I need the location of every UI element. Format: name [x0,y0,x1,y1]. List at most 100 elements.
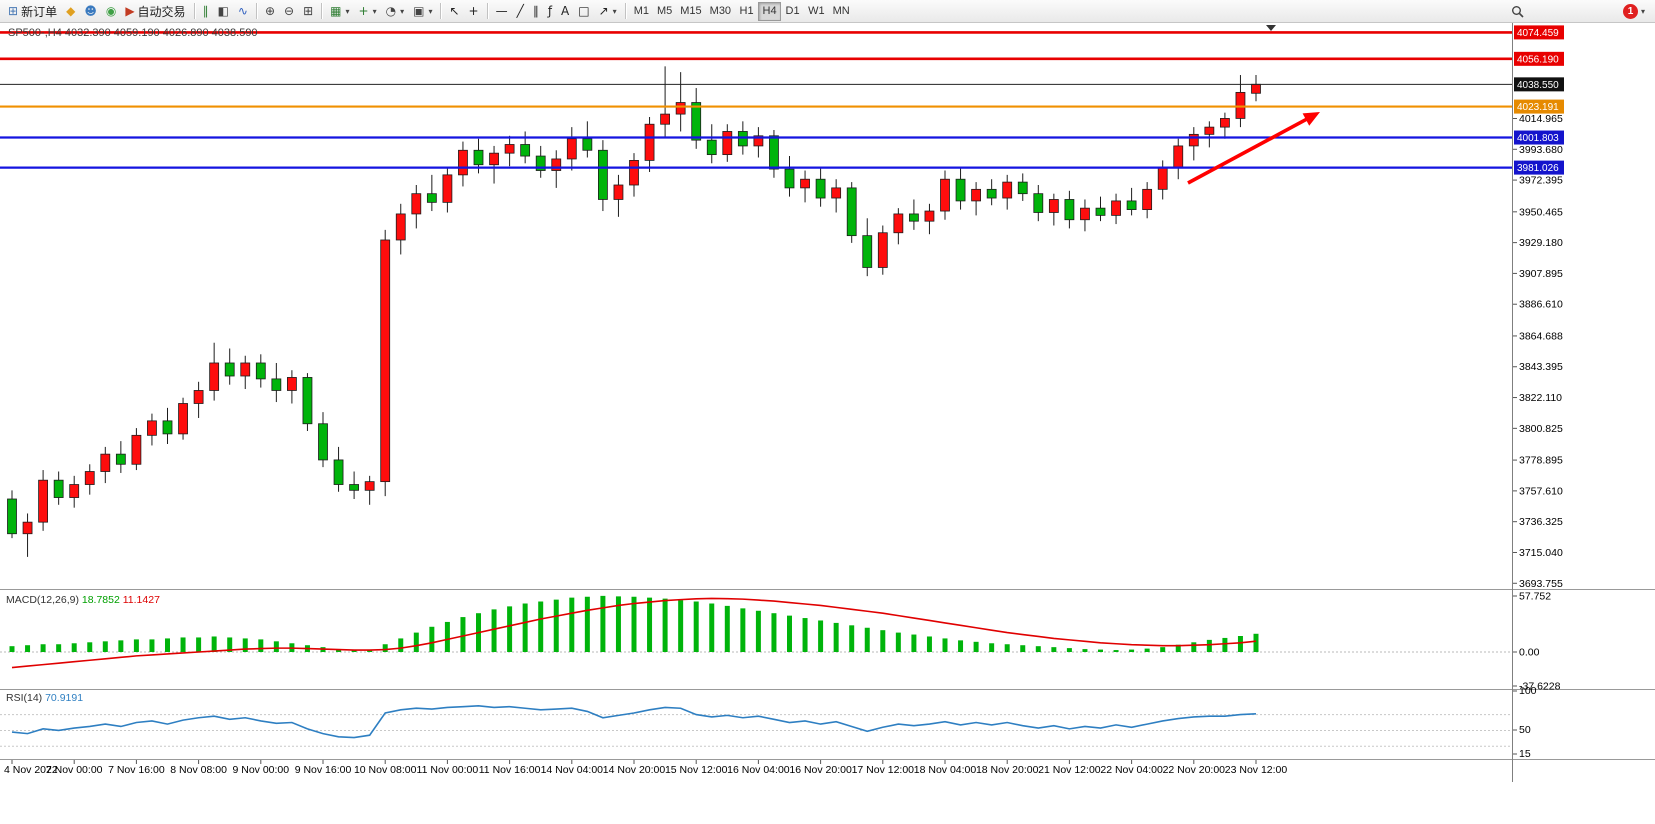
trend-arrow-head[interactable] [1302,112,1320,126]
price-tick-label: 3907.895 [1519,268,1563,280]
fibonacci-button[interactable]: ƒ [544,2,556,21]
new-order-label: 新订单 [21,4,58,19]
timeframe-group: M1 M5 M15 M30 H1 H4 D1 W1 MN [630,1,854,21]
candle-body [1173,145,1184,169]
rsi-label: RSI(14) 70.9191 [6,692,83,704]
candle-body [100,453,111,472]
candle-body [380,239,391,483]
time-tick-label: 11 Nov 00:00 [417,764,479,776]
notifications-button[interactable]: 1 ▾ [1622,3,1645,19]
timeframe-m15-button[interactable]: M15 [676,2,705,21]
toolbar-separator [255,3,257,19]
candle-body [240,362,251,377]
candle-body [1064,199,1075,221]
time-tick-label: 23 Nov 12:00 [1225,764,1288,776]
auto-trading-label: 自动交易 [137,4,186,19]
candle-body [629,160,639,186]
toolbar-separator [321,3,323,19]
candle-body [940,178,950,212]
zoom-in-button[interactable]: ⊕ [261,2,279,21]
auto-scroll-marker[interactable] [1266,25,1276,31]
zoom-out-button[interactable]: ⊖ [280,2,298,21]
candle-body [520,144,531,157]
pivot-line-badge [1514,99,1564,114]
candle-body [1080,207,1090,221]
candle-body [1188,133,1199,147]
candle-body [147,420,157,436]
current-price-line-badge-label: 4038.550 [1517,80,1559,91]
candle-body [38,479,48,523]
price-tick-label: 3757.610 [1519,485,1563,497]
timeframe-m30-button[interactable]: M30 [706,2,735,21]
chevron-down-icon: ▾ [1640,6,1645,16]
time-tick-label: 14 Nov 20:00 [603,764,666,776]
time-tick-label: 7 Nov 00:00 [46,764,103,776]
time-tick-label: 16 Nov 04:00 [727,764,790,776]
candle-body [426,193,437,203]
arrow-objects-button[interactable]: ↗ ▾ [595,2,621,21]
auto-trading-button[interactable]: ▶ 自动交易 [121,2,189,21]
candle-body [271,378,282,391]
channel-icon: ∥ [532,4,539,18]
time-tick-label: 22 Nov 20:00 [1163,764,1226,776]
candle-body [224,362,235,377]
candle-body [675,102,686,115]
add-indicator-button[interactable]: + ▾ [355,2,381,21]
chevron-down-icon: ▾ [612,6,617,16]
candle-body [722,131,733,156]
timeframe-h1-button[interactable]: H1 [735,2,758,21]
time-tick-label: 7 Nov 16:00 [108,764,165,776]
time-tick-label: 21 Nov 12:00 [1038,764,1101,776]
chart-template-icon: ▣ [413,4,425,18]
candle-body [598,149,608,200]
search-button[interactable] [1509,3,1526,20]
add-indicator-icon: + [358,4,369,18]
chart-template-button[interactable]: ▣ ▾ [409,2,436,21]
time-tick-label: 9 Nov 00:00 [232,764,289,776]
cursor-button[interactable]: ↖ [445,2,463,21]
text-label-button[interactable]: A [557,2,573,21]
candle-body [84,471,95,485]
timeframe-d1-button[interactable]: D1 [781,2,804,21]
wallet-button[interactable]: ◆ [62,2,79,21]
shapes-button[interactable]: □ [574,2,593,21]
periods-button[interactable]: ◔ ▾ [382,2,409,21]
timeframe-m1-button[interactable]: M1 [630,2,653,21]
line-chart-button[interactable]: ∿ [234,2,252,21]
new-order-button[interactable]: ⊞ 新订单 [4,2,61,21]
trendline-button[interactable]: ╱ [513,2,528,21]
horizontal-line-icon: — [495,4,508,18]
toolbar-tools-group: ⊞ 新订单 ◆ ☻ ◉ ▶ 自动交易 ∥ ◧ ∿ ⊕ ⊖ ⊞ ▦ ▾ + ▾ ◔ ▾ ▣ ▾ ↖ + — ╱ ∥ ƒ A □ ↗ ▾ [4,2,629,21]
timeframe-mn-button[interactable]: MN [829,2,854,21]
timeframe-w1-button[interactable]: W1 [804,2,829,21]
candle-body [1235,91,1246,119]
indicators-button[interactable]: ▦ ▾ [326,2,353,21]
tile-windows-button[interactable]: ⊞ [299,2,317,21]
channel-button[interactable]: ∥ [529,2,543,21]
chart-title-ohlc: SP500-,H4 4032.390 4059.190 4026.890 403… [8,27,258,39]
candle-body [1111,200,1121,216]
candle-body [302,377,313,425]
chevron-down-icon: ▾ [345,6,350,16]
crosshair-button[interactable]: + [465,2,483,21]
candlestick-chart-icon: ◧ [217,4,229,18]
support-button[interactable]: ☻ [80,2,101,21]
horizontal-line-button[interactable]: — [492,2,512,21]
bar-chart-button[interactable]: ∥ [199,2,213,21]
timeframe-h4-button[interactable]: H4 [758,1,782,21]
candlestick-chart-button[interactable]: ◧ [214,2,233,21]
resistance-line-1-badge-label: 4074.459 [1517,28,1559,39]
line-chart-icon: ∿ [237,4,248,18]
toolbar-separator [440,3,442,19]
rsi-scale-label: 50 [1519,724,1531,736]
candle-body [706,139,717,156]
candle-body [69,484,80,498]
timeframe-m5-button[interactable]: M5 [653,2,676,21]
arrow-objects-icon: ↗ [598,4,609,18]
toolbar-separator [486,3,488,19]
cursor-icon: ↖ [449,4,460,18]
trend-arrow-line[interactable] [1187,116,1311,185]
candle-body [131,434,142,465]
community-button[interactable]: ◉ [102,2,120,21]
